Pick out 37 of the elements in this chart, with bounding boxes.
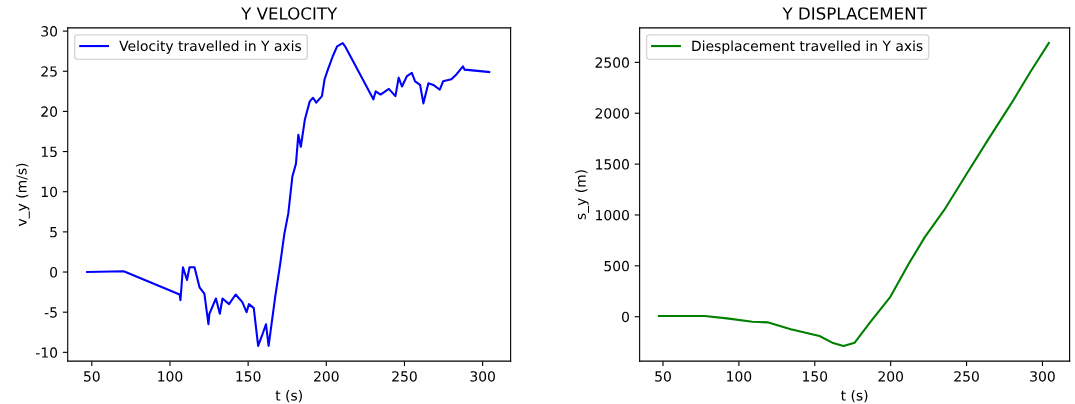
y-tick-label: 30 [41,26,58,37]
y-tick-label: 20 [41,106,58,117]
y-tick-label: 10 [41,186,58,198]
x-tick-label: 300 [1030,371,1055,382]
x-tick-label: 50 [84,371,100,382]
x-tick-label: 100 [727,371,752,382]
x-tick-label: 300 [470,371,495,382]
y-axis-title: v_y (m/s) [15,163,30,227]
y-tick-label: 1500 [596,159,629,170]
chart-title: Y DISPLACEMENT [782,7,927,20]
x-axis-title: t (s) [275,389,302,403]
legend-label: Velocity travelled in Y axis [119,40,302,54]
y-tick-label: 2000 [595,108,629,119]
y-tick-label: 500 [604,260,629,272]
line-series [86,42,491,347]
x-tick-label: 100 [158,371,183,382]
y-tick-label: 2500 [595,57,629,68]
y-tick-label: -5 [44,307,57,318]
legend-label: Diesplacement travelled in Y axis [692,40,923,54]
x-axis-title: t (s) [841,389,868,403]
y-tick-label: 25 [41,66,57,77]
x-tick-label: 50 [655,371,671,382]
x-tick-label: 150 [803,371,828,382]
x-tick-label: 200 [878,371,904,382]
y-tick-label: 1000 [596,209,629,221]
y-tick-label: 0 [50,267,58,278]
y-tick-label: 5 [50,227,57,238]
y-tick-label: 15 [41,146,57,158]
line-series [657,42,1050,348]
x-tick-label: 250 [954,371,979,382]
chart-title: Y VELOCITY [241,7,338,20]
x-tick-label: 150 [236,371,261,382]
x-tick-label: 200 [314,371,339,382]
x-tick-label: 250 [392,371,417,382]
y-tick-label: -10 [36,347,58,358]
y-axis-title: s_y (m) [575,170,589,220]
y-tick-label: 0 [621,311,629,323]
